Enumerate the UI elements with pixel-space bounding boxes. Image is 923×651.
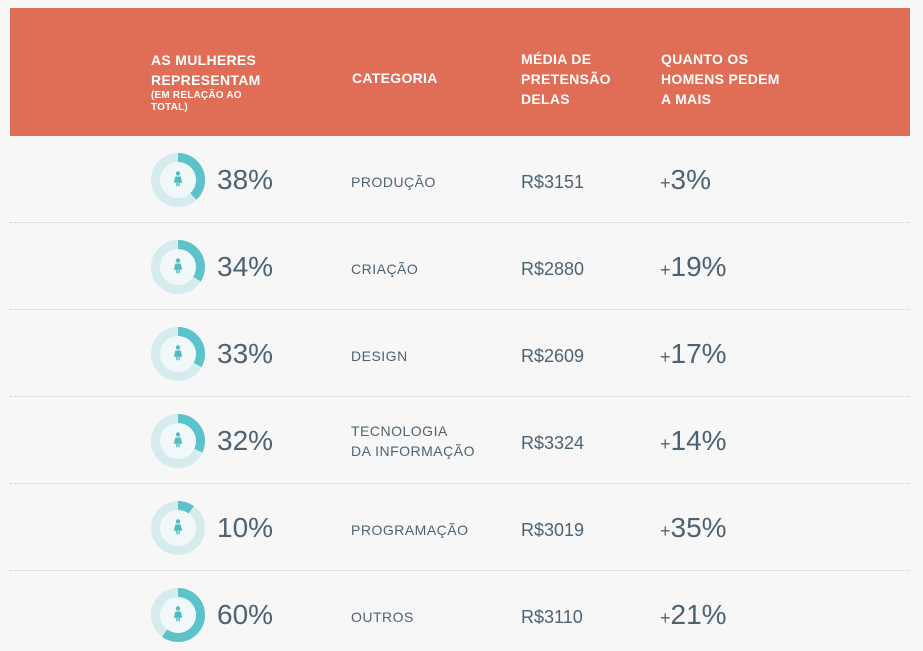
women-share-donut xyxy=(151,153,205,207)
donut-share-arc xyxy=(151,153,205,207)
men-ask-more-value: +19% xyxy=(660,251,727,282)
women-share-donut xyxy=(151,327,205,381)
women-share-label: 32% xyxy=(217,425,274,456)
average-salary: R$3151 xyxy=(521,172,585,192)
women-share-label: 38% xyxy=(217,164,274,195)
women-share-label: 60% xyxy=(217,599,274,630)
men-ask-more-value: +21% xyxy=(660,599,727,630)
donut-share-arc xyxy=(151,501,205,555)
table-body: 38% PRODUÇÃO R$3151 +3% 34% CRIAÇÃO R$2880 +19%… xyxy=(10,136,910,651)
women-share-donut xyxy=(151,414,205,468)
men-ask-more-value: +35% xyxy=(660,512,727,543)
plus-sign: + xyxy=(660,173,671,193)
row-divider xyxy=(10,570,910,571)
category-label: PRODUÇÃO xyxy=(351,174,436,190)
average-salary: R$3324 xyxy=(521,433,585,453)
table-row: 33% DESIGN R$2609 +17% xyxy=(10,310,910,397)
category-label: OUTROS xyxy=(351,609,414,625)
row-divider xyxy=(10,396,910,397)
donut-share-arc xyxy=(151,588,205,642)
women-share-label: 34% xyxy=(217,251,274,282)
women-share-donut xyxy=(151,588,205,642)
average-salary: R$3110 xyxy=(521,607,583,627)
header-women-share-label: AS MULHERES REPRESENTAM xyxy=(151,52,261,88)
woman-icon xyxy=(173,171,183,187)
table-row: 32% TECNOLOGIA DA INFORMAÇÃO R$3324 +14% xyxy=(10,397,910,484)
average-salary: R$2880 xyxy=(521,259,585,279)
women-share-donut xyxy=(151,501,205,555)
men-ask-more-value: +3% xyxy=(660,164,711,195)
men-ask-more-value: +14% xyxy=(660,425,727,456)
header-category: CATEGORIA xyxy=(352,70,438,86)
category-label: TECNOLOGIA DA INFORMAÇÃO xyxy=(351,423,475,459)
woman-icon xyxy=(173,606,183,622)
header-average: MÉDIA DE PRETENSÃO DELAS xyxy=(521,51,611,107)
category-label: PROGRAMAÇÃO xyxy=(351,522,469,538)
men-ask-more-value: +17% xyxy=(660,338,727,369)
table-row: 60% OUTROS R$3110 +21% xyxy=(10,571,910,651)
average-salary: R$2609 xyxy=(521,346,585,366)
header-women-share: AS MULHERES REPRESENTAM (EM RELAÇÃO AO T… xyxy=(151,50,271,114)
average-salary: R$3019 xyxy=(521,520,585,540)
plus-sign: + xyxy=(660,347,671,367)
table-row: 10% PROGRAMAÇÃO R$3019 +35% xyxy=(10,484,910,571)
row-divider xyxy=(10,309,910,310)
plus-sign: + xyxy=(660,260,671,280)
woman-icon xyxy=(173,432,183,448)
donut-share-arc xyxy=(151,240,205,294)
donut-share-arc xyxy=(151,327,205,381)
women-share-donut xyxy=(151,240,205,294)
category-label: CRIAÇÃO xyxy=(351,261,419,277)
table-row: 38% PRODUÇÃO R$3151 +3% xyxy=(10,136,910,223)
header-women-share-sub: (EM RELAÇÃO AO TOTAL) xyxy=(151,90,242,113)
row-divider xyxy=(10,222,910,223)
woman-icon xyxy=(173,345,183,361)
plus-sign: + xyxy=(660,608,671,628)
header-men-ask-more: QUANTO OS HOMENS PEDEM A MAIS xyxy=(661,51,780,107)
plus-sign: + xyxy=(660,434,671,454)
women-share-label: 33% xyxy=(217,338,274,369)
table-row: 34% CRIAÇÃO R$2880 +19% xyxy=(10,223,910,310)
table-header: AS MULHERES REPRESENTAM (EM RELAÇÃO AO T… xyxy=(10,8,910,136)
row-divider xyxy=(10,483,910,484)
woman-icon xyxy=(173,258,183,274)
plus-sign: + xyxy=(660,521,671,541)
donut-share-arc xyxy=(151,414,205,468)
woman-icon xyxy=(173,519,183,535)
category-label: DESIGN xyxy=(351,348,408,364)
women-share-label: 10% xyxy=(217,512,274,543)
